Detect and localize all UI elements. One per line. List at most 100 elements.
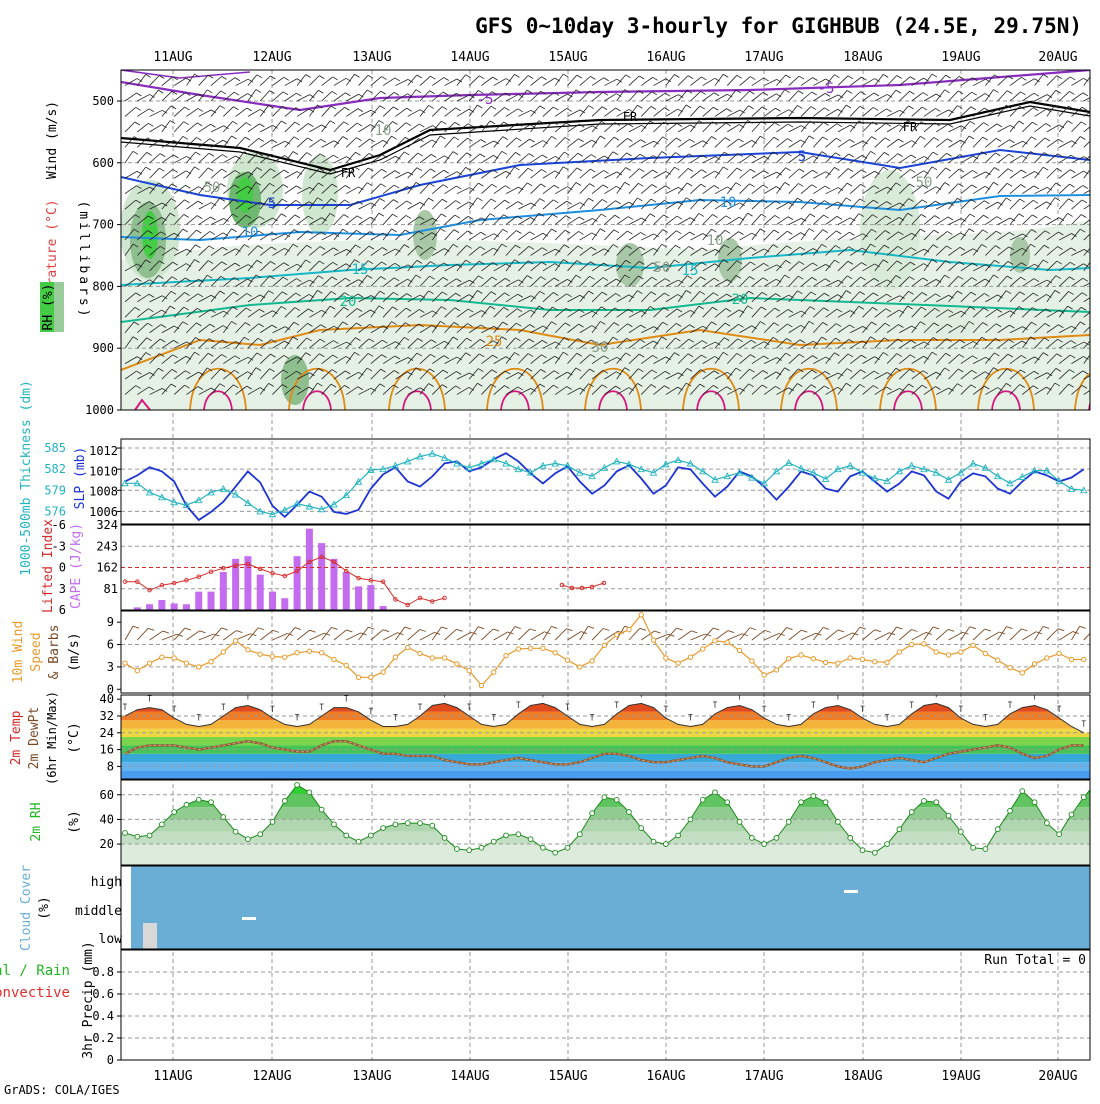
wind-barb [972, 151, 983, 164]
thickness-point [969, 459, 977, 467]
wind-barb-flag [1067, 120, 1073, 125]
wind-barb [333, 306, 344, 318]
wind-barb [579, 183, 590, 194]
wind-barb [997, 383, 1007, 395]
wind-barb-flag [542, 140, 549, 144]
wind-barb-flag [763, 77, 769, 82]
wind-barb [702, 199, 714, 210]
wind-barb-flag [395, 341, 401, 345]
wind-barb [763, 385, 776, 395]
wind-barb-flag [859, 198, 865, 203]
wind-barb-flag [170, 105, 177, 110]
wind-barb [481, 140, 495, 148]
thickness-point [662, 460, 670, 468]
dewpoint-series-dash [124, 740, 1084, 770]
wind-barb [395, 107, 407, 117]
thickness-point [981, 463, 990, 471]
wind-barb [481, 384, 492, 395]
wind-barb-flag [467, 216, 474, 220]
wind-barb-flag [603, 262, 609, 267]
wind-barb [296, 294, 310, 303]
wind-barb-flag [256, 259, 263, 264]
surface-wind-barb-flag [1095, 628, 1100, 630]
wind-barb-flag [442, 369, 449, 374]
wind-barb [173, 214, 185, 225]
wind-barb-flag [555, 248, 561, 253]
wind-barb [776, 260, 786, 272]
wind-barb-flag [307, 230, 313, 235]
wind-barb [628, 217, 642, 225]
wind-barb-flag [649, 213, 656, 218]
wind-barb [1009, 291, 1021, 303]
wind-barb [272, 233, 286, 241]
wind-barb-flag [625, 167, 631, 171]
wind-barb-flag [394, 170, 401, 174]
wind-barb-flag [575, 89, 582, 94]
wind-barb-flag [651, 184, 658, 188]
date-label-bottom: 15AUG [548, 1069, 587, 1084]
wind-barb [259, 368, 270, 380]
wind-barb-flag [456, 371, 462, 375]
wind-barb-flag [223, 310, 229, 315]
wind-barb [739, 154, 752, 164]
wind-barb-flag [442, 91, 449, 96]
wind-barb [554, 166, 564, 179]
wind-barb [677, 75, 689, 86]
wind-barb-flag [922, 92, 929, 96]
wind-barb [923, 151, 934, 164]
surface-wind-barb [358, 626, 369, 641]
rh-point [798, 799, 804, 806]
wind-barb-flag [148, 122, 154, 127]
wind-barb [272, 184, 284, 195]
rh-point [380, 825, 386, 831]
wind-barb-flag [207, 167, 214, 172]
wind-barb [542, 214, 553, 225]
wind-barb-flag [809, 213, 816, 218]
wind-barb-flag [896, 260, 903, 265]
y-tick-label: 700 [92, 218, 114, 232]
date-label-top: 15AUG [548, 50, 587, 65]
wind-barb [616, 259, 626, 272]
wind-barb [309, 353, 320, 364]
wind-barb [284, 214, 296, 225]
wind-barb [481, 326, 495, 334]
wind-barb-flag [735, 182, 742, 187]
wind-barb [665, 323, 677, 334]
wind-barb-flag [589, 90, 595, 95]
wind-barb-flag [1095, 201, 1100, 204]
wind-barb-flag [478, 182, 484, 187]
wind-barb [985, 259, 995, 272]
wind-barb [776, 109, 789, 117]
wind-barb-flag [748, 105, 754, 110]
wind-barb [136, 352, 147, 364]
wind-barb [468, 153, 481, 164]
wind-barb [690, 140, 703, 148]
wind-barb [849, 340, 863, 349]
wind-barb-flag [627, 216, 634, 220]
li-point [257, 566, 263, 572]
wind-barb [444, 151, 454, 164]
wind-barb-flag [625, 74, 631, 79]
wind-barb [1046, 138, 1059, 148]
wind-barb [149, 353, 160, 364]
wind-barb-flag [845, 290, 852, 294]
wind-barb-flag [529, 324, 535, 328]
wind-barb-flag [995, 337, 1001, 342]
wind-barb [468, 339, 481, 349]
wind-barb [690, 169, 702, 179]
wind-barb [235, 278, 248, 287]
wind-barb-flag [993, 367, 999, 371]
temperature-band [121, 720, 1090, 729]
wind-barb [899, 213, 908, 225]
wind-barb [813, 229, 823, 241]
wind-barb [247, 74, 258, 86]
wind-barb-flag [221, 168, 227, 173]
wind-barb [259, 246, 272, 256]
wind-barb [960, 170, 973, 179]
thickness-point [1043, 466, 1051, 474]
wind-barb [972, 78, 986, 86]
wind-barb-flag [1096, 187, 1100, 190]
date-label-bottom: 18AUG [843, 1069, 882, 1084]
wind-barb-flag [922, 184, 929, 189]
wind-barb [321, 291, 332, 303]
